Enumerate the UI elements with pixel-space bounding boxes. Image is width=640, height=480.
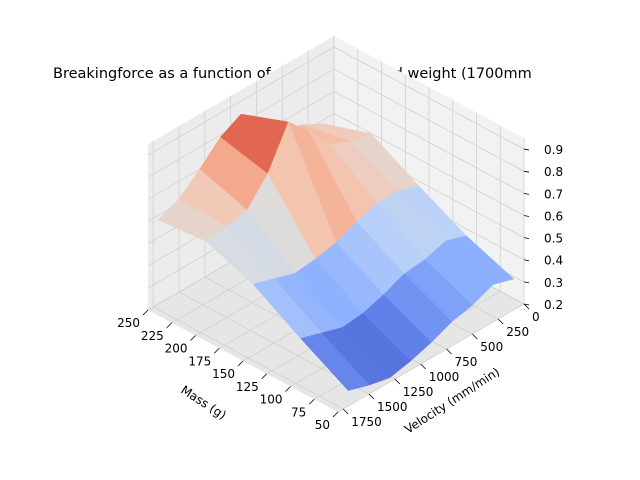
mass-tick — [308, 398, 315, 405]
z-tick — [523, 237, 530, 239]
z-tick — [523, 192, 530, 195]
mass-tick-label: 200 — [165, 342, 188, 356]
mass-tick-label: 250 — [117, 316, 140, 330]
z-tick-label: 0.8 — [544, 165, 563, 179]
z-tick — [523, 170, 530, 173]
z-tick-label: 0.6 — [544, 210, 563, 224]
grid-line-z — [147, 68, 525, 178]
mass-tick — [332, 411, 339, 418]
velocity-tick-label: 250 — [506, 325, 529, 339]
z-tick — [523, 281, 530, 284]
z-tick — [523, 215, 530, 217]
mass-tick — [190, 335, 196, 341]
velocity-tick — [446, 348, 452, 355]
mass-tick-label: 225 — [141, 329, 164, 343]
velocity-tick-label: 750 — [455, 355, 478, 369]
z-tick-label: 0.5 — [544, 232, 563, 246]
mass-tick — [213, 347, 220, 354]
velocity-tick — [523, 303, 530, 310]
z-tick — [523, 303, 530, 306]
velocity-tick — [420, 363, 426, 370]
velocity-tick — [394, 378, 401, 385]
grid-line-z — [147, 46, 525, 156]
mass-tick — [166, 322, 173, 329]
velocity-tick-label: 1250 — [403, 385, 434, 399]
z-tick-label: 0.2 — [544, 298, 563, 312]
velocity-tick — [368, 393, 375, 400]
x-axis-label: Mass (g) — [178, 383, 228, 423]
surface-mesh — [158, 114, 515, 391]
velocity-tick — [497, 318, 504, 325]
mass-tick-label: 125 — [236, 380, 259, 394]
axis-ticks — [142, 148, 530, 418]
velocity-tick-label: 500 — [480, 340, 503, 354]
velocity-tick-label: 1000 — [429, 370, 460, 384]
velocity-tick — [472, 333, 478, 340]
mass-tick — [261, 373, 268, 380]
mass-tick-label: 100 — [260, 393, 283, 407]
surface-patch — [300, 332, 370, 391]
velocity-tick-label: 1750 — [351, 415, 382, 429]
z-tick — [523, 259, 530, 262]
velocity-tick-label: 1500 — [377, 400, 408, 414]
velocity-tick — [342, 408, 349, 415]
mass-tick — [285, 386, 291, 392]
mass-tick — [142, 309, 149, 316]
z-tick — [523, 148, 530, 151]
z-tick-label: 0.4 — [544, 254, 563, 268]
mass-tick-label: 50 — [315, 418, 330, 432]
z-tick-label: 0.9 — [544, 143, 563, 157]
mass-tick-label: 175 — [188, 354, 211, 368]
mass-tick-label: 75 — [291, 405, 306, 419]
z-tick-label: 0.7 — [544, 187, 563, 201]
z-tick-label: 0.3 — [544, 276, 563, 290]
mass-tick — [237, 360, 244, 367]
mass-tick-label: 150 — [212, 367, 235, 381]
tick-labels: 2502252001751501251007550025050075010001… — [117, 143, 563, 432]
velocity-tick-label: 0 — [532, 310, 540, 324]
